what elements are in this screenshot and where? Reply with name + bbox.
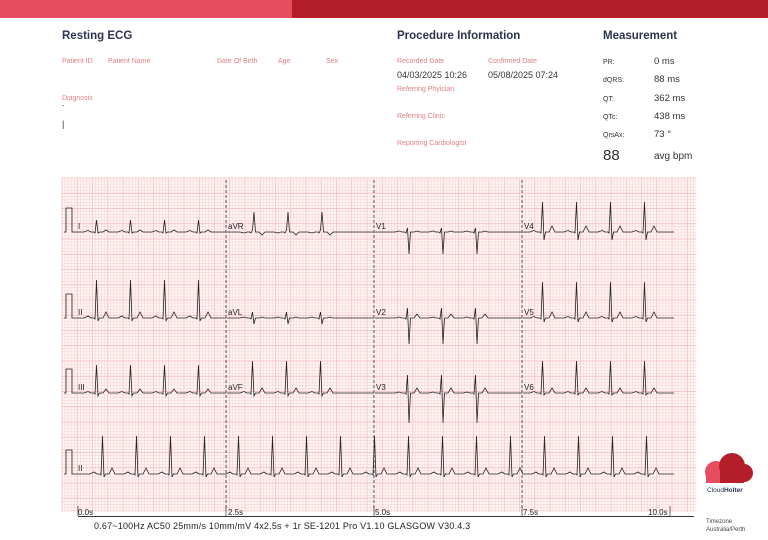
trace-avl: [227, 311, 374, 325]
lead-label-rhythm-ii: II: [78, 464, 82, 473]
lead-label-v2: V2: [376, 308, 386, 317]
lead-label-v3: V3: [376, 383, 386, 392]
confirmed-date-label: Confirmed Date: [488, 58, 538, 65]
cloud-logo-icon: [705, 453, 753, 483]
confirmed-date-value: 05/08/2025 07:24: [488, 70, 559, 80]
time-labels: 0.0s 2.5s 5.0s 7.5s 10.0s: [77, 506, 671, 517]
time-label: 10.0s: [648, 508, 668, 517]
qtc-value: 438 ms: [654, 111, 686, 122]
header-bar-right: [292, 0, 768, 18]
lead-label-v6: V6: [524, 383, 534, 392]
trace-v5: [523, 281, 674, 323]
time-label: 7.5s: [523, 508, 538, 517]
qt-value: 362 ms: [654, 93, 686, 104]
trace-ii: [64, 279, 226, 322]
trace-avr: [227, 211, 374, 236]
trace-v1: [375, 227, 522, 255]
ecg-traces: [64, 201, 674, 478]
referring-physician-label: Referring Phyician: [397, 86, 455, 93]
diagnosis-value: -: [62, 103, 65, 110]
age-label: Age: [278, 58, 291, 65]
lead-label-i: I: [78, 222, 80, 231]
pr-value: 0 ms: [654, 56, 675, 67]
lead-label-avf: aVF: [228, 383, 243, 392]
dqrs-value: 88 ms: [654, 74, 680, 85]
patient-id-label: Patient ID: [62, 58, 93, 65]
pr-label: PR:: [603, 59, 615, 66]
sex-label: Sex: [326, 58, 339, 65]
qrsax-value: 73 °: [654, 129, 672, 140]
diagnosis-text-cursor: |: [62, 119, 65, 129]
qt-label: QT:: [603, 96, 614, 103]
recorded-date-label: Recorded Date: [397, 58, 445, 65]
footer-rule: [78, 516, 694, 517]
resting-ecg-title: Resting ECG: [62, 30, 133, 42]
lead-label-avr: aVR: [228, 222, 244, 231]
lead-label-ii: II: [78, 308, 82, 317]
heart-rate-value: 88: [603, 147, 620, 164]
diagnosis-label: Diagnosis: [62, 95, 93, 102]
procedure-title: Procedure Information: [397, 30, 521, 42]
heart-rate-unit: avg bpm: [654, 151, 693, 162]
patient-name-label: Patient Name: [108, 58, 151, 65]
timezone-label: Timezone: [706, 519, 733, 525]
lead-label-iii: III: [78, 383, 85, 392]
measurement-title: Measurement: [603, 30, 678, 42]
trace-v3: [375, 374, 522, 424]
grid-background: [62, 178, 696, 512]
lead-label-v1: V1: [376, 222, 386, 231]
qrsax-label: QrsAx:: [603, 132, 625, 139]
trace-i: [64, 207, 226, 234]
logo-text-part1: Cloud: [707, 487, 724, 494]
lead-label-v4: V4: [524, 222, 534, 231]
trace-v2: [375, 307, 522, 345]
trace-avf: [227, 360, 374, 398]
time-label: 2.5s: [228, 508, 243, 517]
trace-iii: [64, 364, 226, 398]
timezone-value: Australia/Perth: [706, 527, 746, 533]
lead-label-avl: aVL: [228, 308, 243, 317]
trace-v6: [523, 360, 674, 397]
dob-label: Date Of Birth: [217, 58, 258, 65]
header-bar-left: [0, 0, 292, 18]
trace-v4: [523, 201, 674, 241]
recorded-date-value: 04/03/2025 10:26: [397, 70, 468, 80]
time-label: 0.0s: [78, 508, 93, 517]
dqrs-label: dQRS:: [603, 77, 625, 84]
referring-clinic-label: Referring Clinic: [397, 113, 445, 120]
logo-text: CloudHolter: [707, 487, 743, 494]
ecg-grid: [61, 177, 696, 512]
logo-text-part2: Holter: [723, 487, 743, 494]
trace-ii: [64, 435, 674, 478]
qtc-label: QTc:: [603, 114, 618, 121]
reporting-cardiologist-label: Reporting Cardiologist: [397, 140, 467, 147]
lead-label-v5: V5: [524, 308, 534, 317]
ecg-settings-text: 0.67~100Hz AC50 25mm/s 10mm/mV 4x2.5s + …: [94, 521, 471, 531]
time-label: 5.0s: [375, 508, 390, 517]
